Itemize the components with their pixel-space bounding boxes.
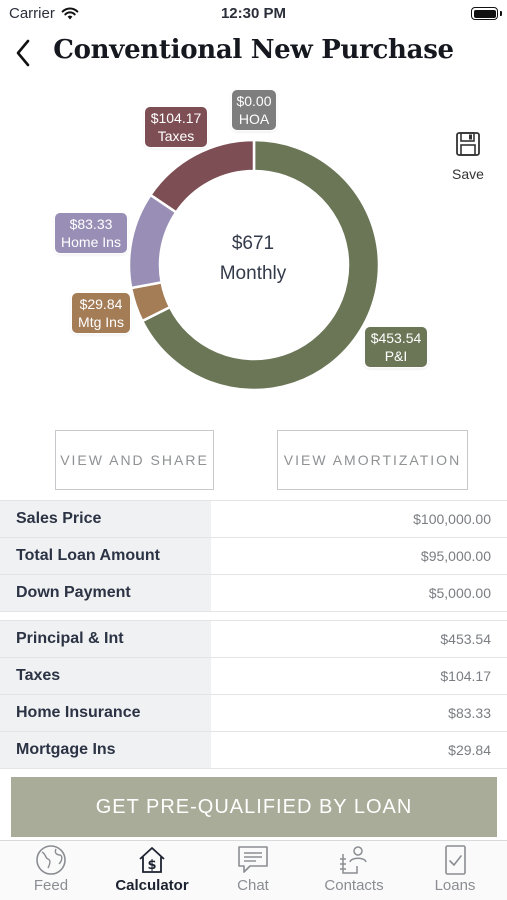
status-time: 12:30 PM [220, 5, 287, 22]
row-value: $95,000.00 [420, 548, 491, 564]
loan-summary-table: Sales Price $100,000.00 Total Loan Amoun… [0, 500, 507, 612]
row-label: Down Payment [0, 575, 211, 611]
table-row: Home Insurance $83.33 [0, 695, 507, 732]
wifi-icon [61, 7, 79, 20]
carrier-info: Carrier [9, 5, 79, 22]
globe-icon [36, 845, 66, 875]
table-row: Mortgage Ins $29.84 [0, 732, 507, 769]
save-label: Save [452, 166, 484, 182]
tab-chat[interactable]: Chat [203, 844, 303, 900]
carrier-label: Carrier [9, 5, 55, 22]
slice-amount-taxes: $104.17 [150, 110, 202, 126]
status-bar: Carrier 12:30 PM [0, 0, 507, 28]
get-pre-qualified-button[interactable]: GET PRE-QUALIFIED BY LOAN [11, 777, 497, 837]
row-label: Principal & Int [0, 621, 211, 657]
donut-svg [127, 138, 381, 392]
view-amortization-button[interactable]: VIEW AMORTIZATION [277, 430, 468, 490]
tab-label: Loans [434, 877, 476, 894]
table-row: Sales Price $100,000.00 [0, 501, 507, 538]
row-value: $453.54 [440, 631, 491, 647]
slice-label-pi[interactable]: $453.54 P&I [365, 327, 427, 367]
slice-label-home-ins[interactable]: $83.33 Home Ins [55, 213, 127, 253]
chat-icon [238, 846, 268, 873]
row-label: Total Loan Amount [0, 538, 211, 574]
tab-label: Contacts [324, 877, 384, 894]
nav-header: Conventional New Purchase [0, 30, 507, 74]
row-value: $29.84 [448, 742, 491, 758]
row-value: $100,000.00 [413, 511, 491, 527]
slice-amount-mtg-ins: $29.84 [79, 296, 123, 312]
row-label: Sales Price [0, 501, 211, 537]
payment-breakdown-table: Principal & Int $453.54 Taxes $104.17 Ho… [0, 620, 507, 769]
loans-icon [445, 845, 466, 875]
tab-calculator[interactable]: $ Calculator [102, 844, 202, 900]
chart-center-amount: $671 [231, 233, 275, 254]
slice-label-mtg-ins[interactable]: $29.84 Mtg Ins [72, 293, 130, 333]
row-value: $104.17 [440, 668, 491, 684]
row-label: Taxes [0, 658, 211, 694]
tab-loans[interactable]: Loans [405, 844, 505, 900]
contacts-icon [340, 846, 367, 874]
table-row: Down Payment $5,000.00 [0, 575, 507, 612]
chart-center-label: Monthly [219, 263, 287, 284]
tab-label: Feed [33, 877, 69, 894]
row-value: $5,000.00 [428, 585, 491, 601]
slice-name-taxes: Taxes [157, 128, 195, 144]
table-row: Total Loan Amount $95,000.00 [0, 538, 507, 575]
view-and-share-button[interactable]: VIEW AND SHARE [55, 430, 214, 490]
tab-feed[interactable]: Feed [1, 844, 101, 900]
tab-bar: Feed $ Calculator Chat Contacts [0, 840, 507, 900]
table-row: Principal & Int $453.54 [0, 621, 507, 658]
svg-text:$: $ [147, 858, 156, 873]
slice-label-taxes[interactable]: $104.17 Taxes [145, 107, 207, 147]
back-button[interactable] [8, 36, 38, 70]
tab-contacts[interactable]: Contacts [304, 844, 404, 900]
battery-icon [471, 7, 498, 20]
row-label: Home Insurance [0, 695, 211, 731]
row-label: Mortgage Ins [0, 732, 211, 768]
tab-label: Chat [237, 877, 269, 894]
slice-amount-home-ins: $83.33 [69, 216, 113, 232]
calculator-icon: $ [139, 847, 165, 873]
donut-slice-taxes[interactable] [148, 138, 256, 215]
floppy-disk-icon [456, 132, 480, 156]
row-value: $83.33 [448, 705, 491, 721]
slice-name-hoa: HOA [238, 111, 270, 127]
tab-label: Calculator [115, 877, 189, 894]
chevron-left-icon [16, 39, 30, 67]
slice-label-hoa[interactable]: $0.00 HOA [232, 90, 276, 130]
page-title: Conventional New Purchase [53, 35, 454, 65]
slice-amount-pi: $453.54 [370, 330, 422, 346]
table-row: Taxes $104.17 [0, 658, 507, 695]
payment-donut-chart: $671 Monthly $453.54 P&I $29.84 Mtg Ins … [0, 80, 507, 410]
slice-name-mtg-ins: Mtg Ins [78, 314, 124, 330]
donut-slice-p-i[interactable] [140, 138, 381, 392]
slice-name-pi: P&I [384, 348, 408, 364]
save-button[interactable]: Save [447, 131, 489, 182]
slice-amount-hoa: $0.00 [236, 93, 272, 109]
slice-name-home-ins: Home Ins [61, 234, 121, 250]
battery-tip [500, 11, 502, 16]
